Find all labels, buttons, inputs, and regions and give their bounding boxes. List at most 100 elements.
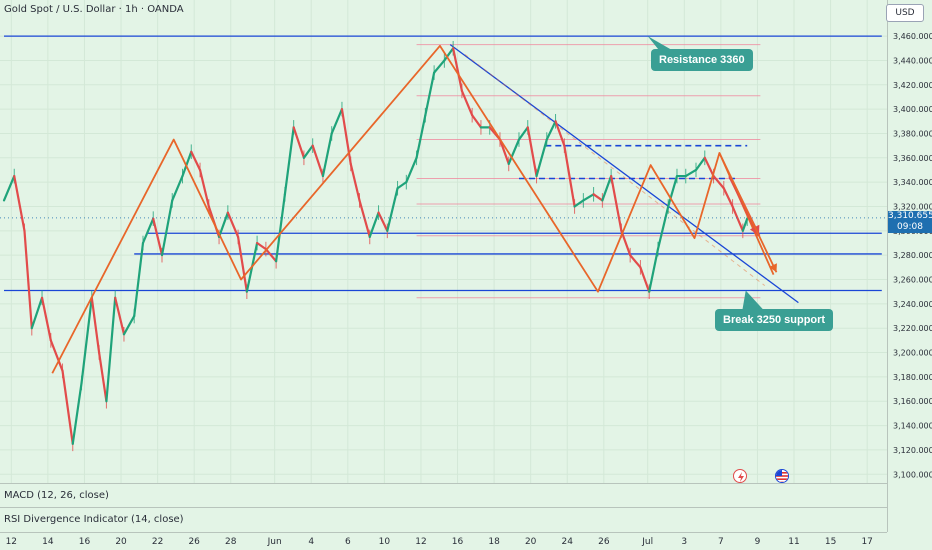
price-segment [105,296,117,403]
price-segment [722,187,734,208]
price-segment [554,120,566,147]
price-segment [694,156,706,172]
us-flag-icon[interactable] [775,469,789,483]
price-segment [573,199,585,208]
y-tick-label: 3,460.000 [893,32,932,41]
grid-lines [0,0,887,483]
price-segment [190,150,202,172]
price-segment [656,205,670,251]
y-tick-label: 3,440.000 [893,56,932,65]
price-segment [226,211,240,239]
price-segment [563,144,576,208]
x-tick-label: 12 [6,537,17,547]
trendline-downtrend [449,44,799,304]
price-segment [415,114,427,159]
fibonacci-levels [416,44,761,299]
price-series [0,40,887,452]
last-price: 3,310.655 [888,211,932,221]
price-segment [133,241,145,318]
price-segment [582,193,595,202]
projection-arrow-shaft [718,152,778,273]
price-segment [498,138,510,165]
price-segment [620,229,632,257]
price-segment [61,369,74,445]
price-segment [302,144,314,159]
time-axis-divider [0,532,887,533]
price-segment [358,199,371,239]
rsi-pane-label[interactable]: RSI Divergence Indicator (14, close) [4,514,184,525]
price-segment [443,47,455,62]
x-tick-label: 20 [115,537,127,547]
x-tick-label: 12 [415,537,426,547]
x-tick-label: 26 [188,537,200,547]
price-axis-divider [887,0,888,532]
price-segment [460,89,474,117]
y-tick-label: 3,140.000 [893,422,932,431]
price-segment [405,156,418,184]
y-tick-label: 3,220.000 [893,324,932,333]
price-segment [311,144,325,178]
y-tick-label: 3,120.000 [893,446,932,455]
pane-divider-macd [0,483,887,484]
price-segment [703,156,715,178]
price-segment [396,181,408,190]
y-tick-label: 3,200.000 [893,349,932,358]
zigzag-pattern [51,44,775,374]
price-segment [639,266,651,293]
currency-badge[interactable]: USD [886,4,924,22]
price-segment [160,199,174,257]
price-segment [141,217,155,245]
price-segment [321,132,333,178]
y-tick-label: 3,420.000 [893,81,932,90]
price-segment [712,174,725,190]
price-segment [684,168,698,178]
price-segment [386,187,399,232]
break-support-callout: Break 3250 support [715,309,834,331]
y-tick-label: 3,100.000 [893,470,932,479]
price-segment [152,217,164,257]
y-tick-label: 3,400.000 [893,105,932,114]
macd-pane-label[interactable]: MACD (12, 26, close) [4,490,109,501]
x-tick-label: 6 [345,537,351,547]
price-segment [217,211,229,239]
x-tick-label: 16 [79,537,91,547]
price-segment [368,211,380,239]
x-tick-label: 24 [562,537,574,547]
x-tick-label: 14 [42,537,54,547]
price-segment [49,339,64,372]
price-segment [629,254,642,269]
flash-icon[interactable] [733,469,747,483]
price-segment [114,296,126,336]
x-tick-label: 22 [152,537,163,547]
y-tick-label: 3,360.000 [893,154,932,163]
y-tick-label: 3,240.000 [893,300,932,309]
price-segment [236,235,248,293]
price-segment [507,138,521,165]
price-segment [377,211,389,232]
x-tick-label: 11 [788,537,799,547]
x-tick-label: 16 [452,537,464,547]
price-segment [330,108,344,135]
projection-arrow-head [769,263,777,273]
price-segment [424,71,436,117]
price-segment [264,247,278,263]
time-axis[interactable]: 12 14 16 20 22 26 28 Jun 4 6 10 12 16 18 20 24 26 Jul 3 7 9 1… [6,537,873,547]
price-segment [275,193,286,263]
x-tick-label: Jun [267,537,282,547]
resistance-callout: Resistance 3360 [651,49,753,71]
price-segment [526,126,538,178]
price-segment [255,241,267,251]
y-tick-label: 3,340.000 [893,178,932,187]
last-price-tag: 3,310.655 09:08 [888,211,932,233]
price-segment [80,296,93,385]
x-tick-label: 4 [308,537,314,547]
y-tick-label: 3,260.000 [893,276,932,285]
price-segment [452,47,464,92]
price-segment [592,193,604,202]
symbol-title[interactable]: Gold Spot / U.S. Dollar · 1h · OANDA [4,4,184,15]
projection-channel-line [464,53,766,287]
price-segment [741,217,749,232]
price-segment [340,108,352,165]
